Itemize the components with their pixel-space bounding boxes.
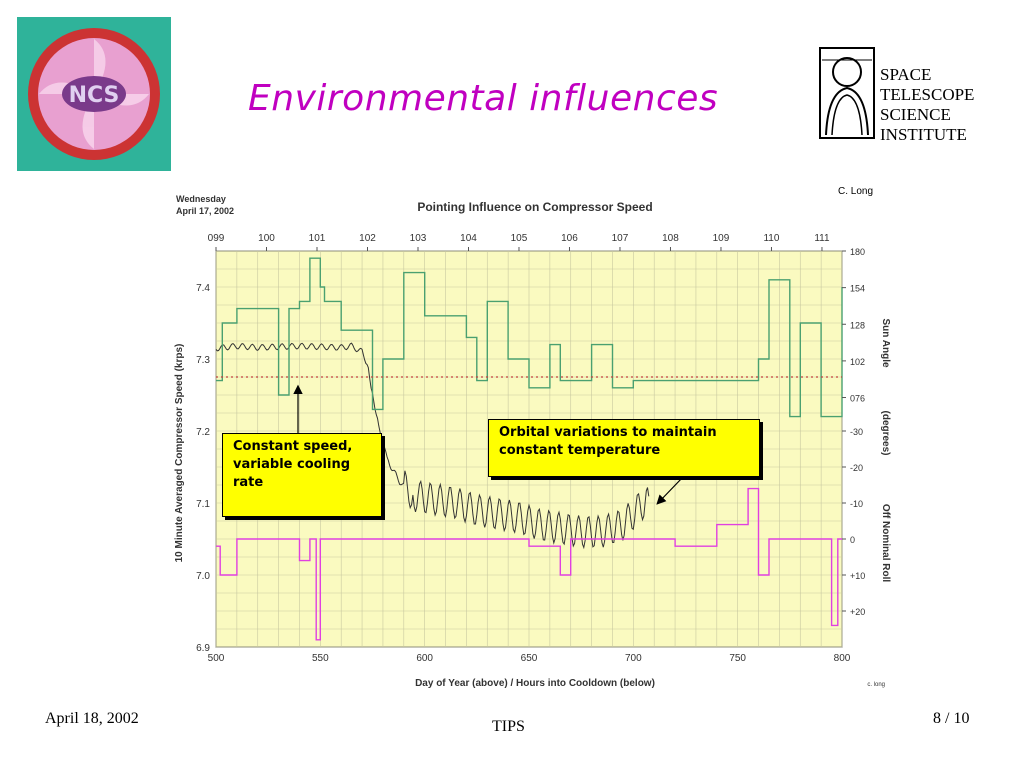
chart-title: Pointing Influence on Compressor Speed	[417, 200, 652, 214]
roll-tick-label: +20	[850, 607, 865, 617]
roll-label: Off Nominal Roll	[880, 504, 891, 583]
x-tick-label: 800	[834, 653, 851, 664]
callout-left-line-1: Constant speed,	[233, 439, 353, 454]
top-tick-label: 100	[258, 233, 275, 244]
sun-angle-tick-label: 154	[850, 284, 865, 294]
chart-date-line-1: Wednesday	[176, 194, 226, 204]
roll-tick-label: +10	[850, 571, 865, 581]
footer-page-number: 8 / 10	[933, 710, 970, 727]
off-nominal-roll-line	[216, 487, 842, 641]
top-tick-label: 108	[662, 233, 679, 244]
top-tick-label: 102	[359, 233, 376, 244]
roll-tick-label: -20	[850, 463, 863, 473]
roll-tick-label: 0	[850, 535, 855, 545]
top-tick-label: 105	[511, 233, 528, 244]
callout-right-line-1: Orbital variations to maintain	[499, 425, 717, 440]
x-axis-label: Day of Year (above) / Hours into Cooldow…	[415, 678, 655, 689]
y-tick-label: 7.1	[196, 499, 210, 510]
y-tick-label: 7.0	[196, 571, 210, 582]
stsci-line-3: SCIENCE	[880, 105, 951, 124]
stsci-line-4: INSTITUTE	[880, 125, 967, 144]
callout-orbital-variations: Orbital variations to maintain constant …	[488, 419, 760, 477]
sun-angle-line	[216, 257, 843, 418]
top-tick-label: 101	[309, 233, 326, 244]
chart-date-line-2: April 17, 2002	[176, 206, 234, 216]
stsci-logo: SPACE TELESCOPE SCIENCE INSTITUTE	[818, 40, 988, 150]
sun-angle-tick-label: 180	[850, 247, 865, 257]
callout-left-line-2: variable cooling	[233, 457, 351, 472]
ncs-logo-text: NCS	[69, 83, 120, 108]
y-tick-label: 7.3	[196, 355, 210, 366]
x-tick-label: 550	[312, 653, 329, 664]
sun-angle-tick-label: 128	[850, 320, 865, 330]
top-tick-label: 103	[410, 233, 427, 244]
ncs-logo: NCS	[17, 17, 171, 171]
roll-tick-label: -30	[850, 427, 863, 437]
x-tick-label: 650	[521, 653, 538, 664]
top-tick-label: 109	[713, 233, 730, 244]
top-tick-label: 111	[814, 233, 830, 244]
footer-center: TIPS	[492, 718, 525, 735]
top-tick-label: 110	[763, 233, 779, 244]
compressor-speed-line	[215, 342, 650, 550]
callout-constant-speed: Constant speed, variable cooling rate	[222, 433, 382, 517]
slide-title: Environmental influences	[248, 78, 719, 119]
top-tick-label: 104	[460, 233, 477, 244]
x-tick-label: 600	[416, 653, 433, 664]
sun-angle-tick-label: 102	[850, 357, 865, 367]
top-tick-label: 107	[612, 233, 629, 244]
x-tick-label: 750	[729, 653, 746, 664]
y-tick-label: 7.4	[196, 283, 210, 294]
top-tick-label: 099	[208, 233, 225, 244]
chart-credit: c. long	[867, 682, 885, 688]
top-tick-label: 106	[561, 233, 578, 244]
x-tick-label: 500	[208, 653, 225, 664]
sun-angle-tick-label: 076	[850, 394, 865, 404]
sun-angle-label: Sun Angle	[880, 318, 891, 368]
callout-right-line-2: constant temperature	[499, 443, 661, 458]
footer-date: April 18, 2002	[45, 710, 139, 727]
y-tick-label: 7.2	[196, 427, 210, 438]
y-tick-label: 6.9	[196, 643, 210, 654]
sun-angle-unit: (degrees)	[880, 410, 891, 455]
author-note: C. Long	[838, 186, 874, 197]
roll-tick-label: -10	[850, 499, 863, 509]
stsci-line-2: TELESCOPE	[880, 85, 974, 104]
x-tick-label: 700	[625, 653, 642, 664]
stsci-line-1: SPACE	[880, 65, 931, 84]
y-axis-label: 10 Minute Averaged Compressor Speed (krp…	[174, 344, 185, 563]
callout-left-line-3: rate	[233, 475, 264, 490]
